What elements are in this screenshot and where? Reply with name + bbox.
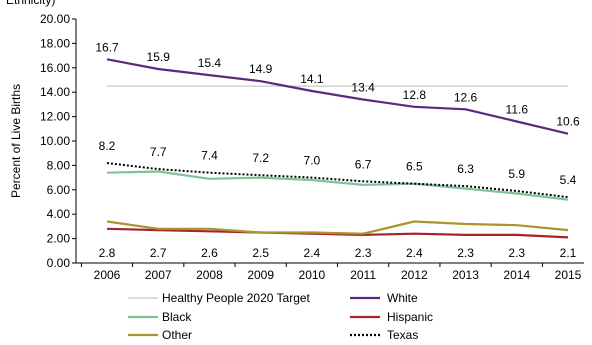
x-tick-label: 2015 — [555, 268, 582, 282]
chart-title-fragment: Ethnicity) — [6, 0, 55, 7]
data-label-white: 13.4 — [351, 81, 375, 95]
y-tick-label: 8.00 — [47, 158, 71, 172]
legend-label-healthy-people-2020-target: Healthy People 2020 Target — [162, 291, 311, 305]
data-label-hispanic: 2.7 — [150, 246, 167, 260]
x-tick-label: 2009 — [247, 268, 274, 282]
y-tick-label: 20.00 — [40, 12, 70, 26]
series-line-black — [106, 170, 569, 201]
x-tick-label: 2013 — [452, 268, 479, 282]
legend-label-hispanic: Hispanic — [387, 310, 433, 324]
data-label-white: 11.6 — [506, 102, 529, 116]
data-label-texas: 7.4 — [201, 149, 218, 163]
data-label-texas: 8.2 — [99, 139, 116, 153]
data-label-white: 14.9 — [249, 62, 273, 76]
x-tick-label: 2012 — [401, 268, 428, 282]
y-tick-label: 0.00 — [47, 256, 71, 270]
data-label-white: 12.8 — [403, 88, 427, 102]
legend-label-texas: Texas — [387, 328, 418, 342]
data-label-texas: 6.7 — [355, 157, 372, 171]
y-axis-title: Percent of Live Births — [9, 84, 23, 198]
data-label-white: 15.9 — [147, 50, 171, 64]
x-tick-label: 2010 — [299, 268, 326, 282]
y-tick-label: 12.00 — [40, 110, 70, 124]
data-label-hispanic: 2.3 — [355, 246, 372, 260]
data-label-hispanic: 2.3 — [457, 246, 474, 260]
data-label-hispanic: 2.3 — [508, 246, 525, 260]
x-tick-label: 2008 — [196, 268, 223, 282]
legend-label-other: Other — [162, 328, 192, 342]
data-label-texas: 6.5 — [406, 160, 423, 174]
y-tick-label: 6.00 — [47, 183, 71, 197]
data-label-hispanic: 2.4 — [406, 246, 423, 260]
data-label-texas: 7.7 — [150, 145, 167, 159]
data-label-hispanic: 2.4 — [304, 246, 321, 260]
data-label-texas: 6.3 — [457, 162, 474, 176]
data-label-texas: 5.9 — [508, 167, 525, 181]
data-label-white: 16.7 — [95, 40, 119, 54]
data-label-texas: 7.2 — [252, 151, 269, 165]
series-line-white — [106, 58, 569, 135]
data-label-hispanic: 2.8 — [99, 246, 116, 260]
series-line-hispanic — [106, 227, 569, 239]
series-line-other — [106, 220, 569, 235]
data-label-hispanic: 2.6 — [201, 246, 218, 260]
data-label-hispanic: 2.5 — [252, 246, 269, 260]
data-label-texas: 7.0 — [304, 154, 321, 168]
x-tick-label: 2014 — [503, 268, 530, 282]
series-line-texas — [106, 162, 569, 199]
x-tick-label: 2007 — [145, 268, 172, 282]
y-tick-label: 14.00 — [40, 85, 70, 99]
y-tick-label: 10.00 — [40, 134, 70, 148]
y-tick-label: 4.00 — [47, 207, 71, 221]
x-tick-label: 2011 — [350, 268, 376, 282]
legend-label-white: White — [387, 291, 418, 305]
data-label-hispanic: 2.1 — [560, 246, 577, 260]
data-label-white: 15.4 — [198, 56, 222, 70]
y-tick-label: 18.00 — [40, 36, 70, 50]
data-label-white: 14.1 — [300, 72, 324, 86]
x-tick-label: 2006 — [94, 268, 121, 282]
y-tick-label: 16.00 — [40, 61, 70, 75]
data-label-texas: 5.4 — [560, 173, 577, 187]
y-tick-label: 2.00 — [47, 232, 71, 246]
legend-label-black: Black — [162, 310, 192, 324]
data-label-white: 10.6 — [556, 115, 580, 129]
data-label-white: 12.6 — [454, 90, 478, 104]
